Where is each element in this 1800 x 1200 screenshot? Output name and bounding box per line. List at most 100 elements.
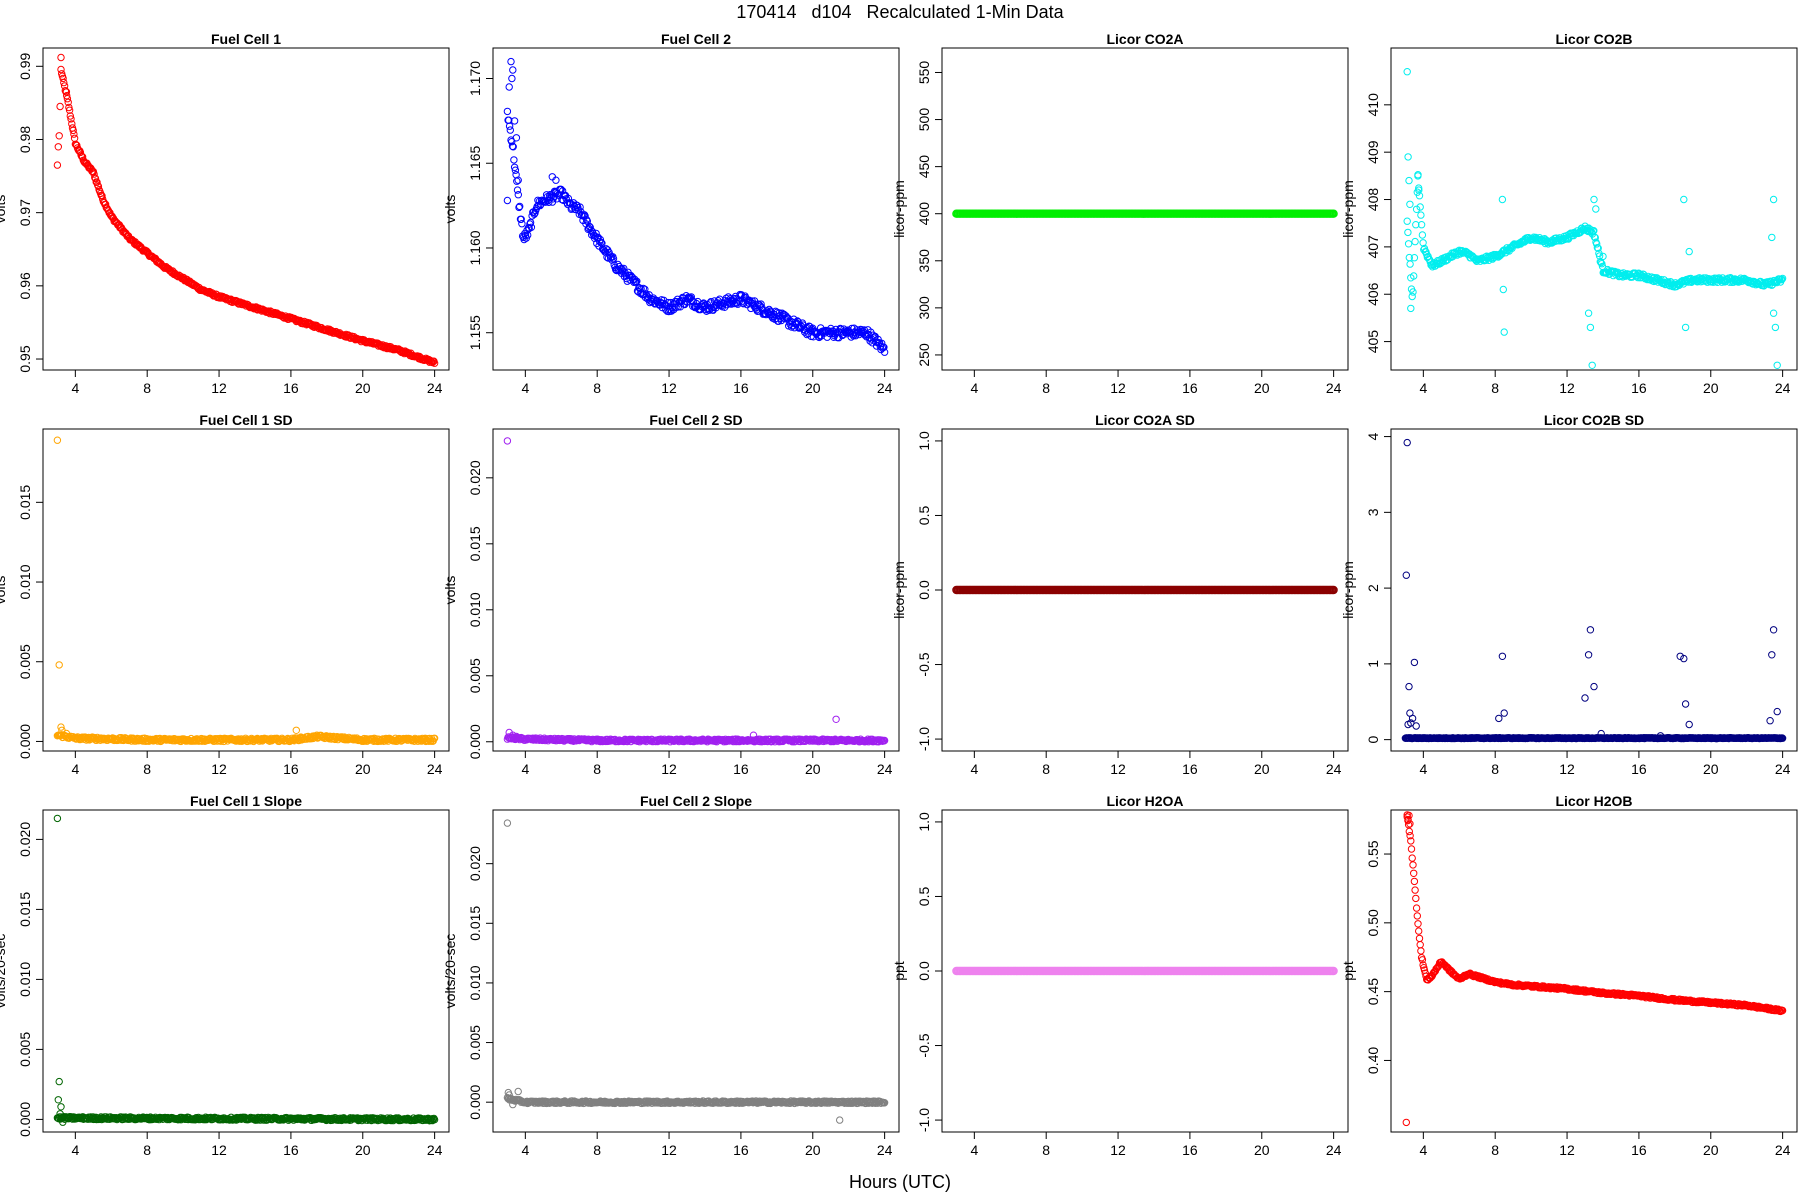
data-point — [580, 211, 589, 219]
data-point — [513, 177, 521, 185]
x-tick-label: 12 — [211, 761, 227, 777]
panel-licor-co2a: Licor CO2A licor-ppm 4 8 12 16 20 24 250 300 350 40… — [891, 18, 1358, 405]
x-tick-label: 12 — [1559, 761, 1575, 777]
data-point — [880, 343, 888, 351]
x-tick-label: 8 — [1042, 380, 1050, 396]
data-point — [70, 130, 78, 138]
y-tick-label: 1 — [1365, 660, 1381, 668]
y-tick-label: 0.96 — [17, 272, 33, 299]
data-series-fuel-cell-1-sd — [53, 436, 439, 746]
data-point-outlier — [54, 1096, 63, 1104]
data-point — [1492, 250, 1500, 259]
x-tick-label: 8 — [593, 380, 601, 396]
y-tick-label: 550 — [916, 61, 932, 85]
data-point — [505, 122, 514, 130]
x-tick-label: 16 — [283, 761, 299, 777]
data-point — [91, 174, 99, 182]
data-point — [1778, 274, 1787, 283]
data-point-outlier — [53, 436, 62, 444]
panel-title: Licor CO2A SD — [1095, 412, 1195, 428]
data-point-outlier — [62, 88, 71, 96]
data-point — [503, 107, 512, 116]
data-point-outlier — [1586, 323, 1595, 332]
x-tick-label: 8 — [143, 380, 151, 396]
data-point-outlier — [1414, 172, 1422, 180]
y-tick-label: 0.015 — [467, 526, 483, 561]
data-point-outlier — [1769, 309, 1778, 317]
data-point-outlier — [509, 66, 517, 74]
data-point — [1403, 217, 1411, 225]
data-point-outlier — [1584, 651, 1593, 659]
data-point — [597, 238, 605, 247]
data-series-licor-co2a — [952, 209, 1338, 218]
data-point — [620, 264, 628, 273]
data-point — [66, 112, 74, 120]
x-tick-label: 24 — [877, 761, 893, 777]
y-tick-label: 400 — [916, 202, 932, 226]
x-tick-label: 20 — [1703, 380, 1719, 396]
y-tick-label: 250 — [916, 343, 932, 367]
y-tick-label: 450 — [916, 155, 932, 179]
data-point-outlier — [1656, 732, 1665, 740]
data-point — [57, 65, 65, 74]
x-tick-label: 24 — [1775, 380, 1791, 396]
data-point — [1460, 248, 1469, 257]
data-point — [430, 359, 439, 367]
data-point-outlier — [1769, 195, 1778, 204]
data-point — [1412, 221, 1420, 229]
x-tick-label: 20 — [1254, 380, 1270, 396]
data-point-outlier — [55, 132, 63, 140]
data-point-outlier — [53, 814, 62, 823]
panel-title: Fuel Cell 1 SD — [199, 412, 292, 428]
panel-title: Fuel Cell 2 — [661, 31, 731, 47]
data-point-outlier — [512, 134, 521, 142]
data-point — [1416, 203, 1424, 211]
data-point-outlier — [507, 57, 515, 66]
data-point-outlier — [1769, 626, 1778, 634]
data-point — [586, 223, 594, 232]
y-axis-label: volts — [442, 195, 458, 224]
panel-licor-co2b-sd: Licor CO2B SD licor-ppm 4 8 12 16 20 24 0 1 2 3 4 — [1340, 399, 1800, 786]
data-point — [72, 141, 80, 149]
data-point-outlier — [292, 726, 301, 734]
data-point-outlier — [1410, 658, 1419, 667]
panel-fuel-cell-1: Fuel Cell 1 volts 4 8 12 16 20 24 0.95 0.96 0.97 0.… — [0, 18, 459, 405]
data-point-outlier — [1681, 323, 1690, 332]
x-tick-label: 20 — [805, 380, 821, 396]
data-point — [59, 74, 67, 83]
x-tick-label: 20 — [1254, 761, 1270, 777]
data-point-outlier — [1685, 720, 1693, 729]
data-point — [524, 231, 532, 239]
data-point-outlier — [749, 731, 758, 739]
y-tick-label: 0.000 — [17, 724, 33, 759]
data-point-outlier — [832, 715, 840, 723]
data-point-outlier — [1681, 700, 1690, 708]
data-point — [674, 303, 682, 311]
data-point — [1404, 228, 1412, 237]
data-point — [733, 1097, 741, 1105]
data-point — [1329, 585, 1338, 595]
data-point — [509, 143, 517, 151]
data-point-outlier — [503, 196, 512, 205]
x-tick-label: 16 — [283, 380, 299, 396]
data-point-outlier — [512, 732, 521, 741]
panel-title: Licor CO2B — [1555, 31, 1632, 47]
data-point-outlier — [1766, 717, 1774, 725]
x-tick-label: 24 — [877, 380, 893, 396]
data-point — [430, 734, 439, 742]
x-tick-label: 12 — [1110, 761, 1126, 777]
x-tick-label: 4 — [521, 761, 529, 777]
data-point — [1418, 231, 1427, 239]
data-point-outlier — [1404, 720, 1412, 729]
data-point — [1409, 288, 1417, 296]
data-point-outlier — [1590, 195, 1598, 204]
y-axis-label: licor-ppm — [1340, 180, 1356, 238]
y-tick-label: 0.010 — [467, 592, 483, 627]
y-tick-label: 0.98 — [17, 126, 33, 153]
x-tick-label: 20 — [805, 761, 821, 777]
data-point-outlier — [1407, 304, 1415, 313]
